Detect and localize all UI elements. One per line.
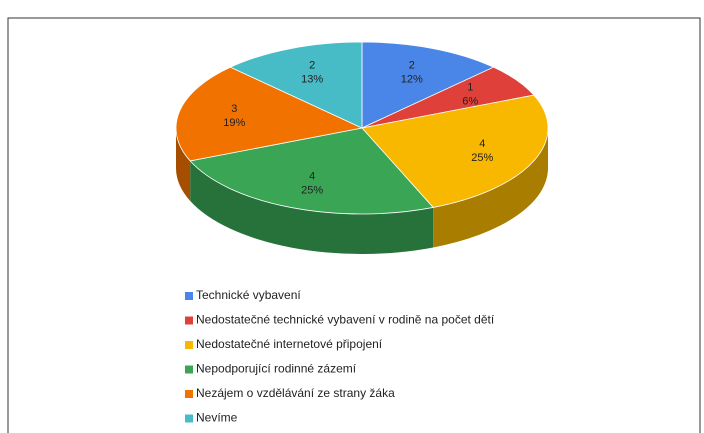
data-label-percent: 6%	[462, 95, 478, 107]
slice-side	[433, 128, 548, 248]
legend-label: Nevíme	[196, 411, 238, 425]
slice-side	[176, 128, 191, 201]
data-label-percent: 13%	[301, 73, 323, 85]
legend-label: Nezájem o vzdělávání ze strany žáka	[196, 386, 395, 400]
data-label-value: 2	[409, 59, 415, 71]
slice	[361, 41, 495, 129]
slice-side	[190, 160, 434, 254]
legend-swatch	[185, 341, 193, 349]
data-label-percent: 25%	[301, 185, 323, 197]
slice	[175, 66, 364, 162]
data-label-percent: 12%	[401, 73, 423, 85]
legend-label: Nepodporující rodinné zázemí	[196, 362, 357, 376]
data-label-value: 4	[479, 138, 485, 150]
slice	[229, 41, 363, 129]
data-label-percent: 19%	[223, 117, 245, 129]
legend-swatch	[185, 292, 193, 300]
data-label-value: 2	[309, 59, 315, 71]
data-label-percent: 25%	[471, 152, 493, 164]
legend-swatch	[185, 365, 193, 374]
data-label-value: 3	[231, 103, 237, 115]
legend-label: Technické vybavení	[196, 288, 301, 302]
legend-swatch	[185, 316, 193, 325]
legend-swatch	[185, 390, 193, 398]
legend-label: Nedostatečné internetové připojení	[196, 337, 383, 351]
legend-swatch	[185, 414, 193, 423]
data-label-value: 4	[309, 171, 315, 183]
data-label-value: 1	[467, 81, 473, 93]
legend-label: Nedostatečné technické vybavení v rodině…	[196, 313, 495, 327]
